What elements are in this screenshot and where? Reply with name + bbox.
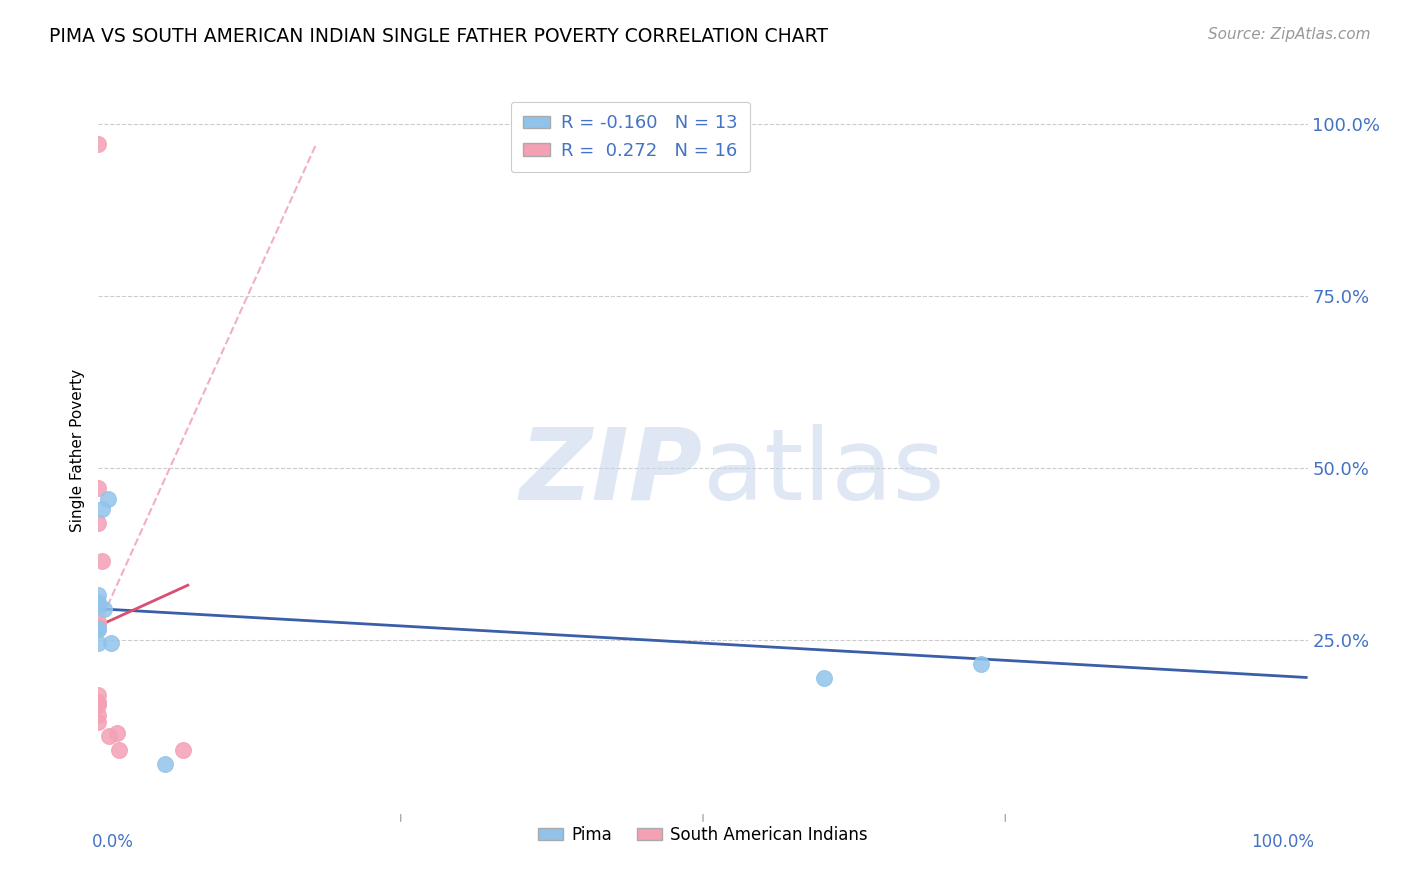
- Point: [172, 743, 194, 757]
- Text: PIMA VS SOUTH AMERICAN INDIAN SINGLE FATHER POVERTY CORRELATION CHART: PIMA VS SOUTH AMERICAN INDIAN SINGLE FAT…: [49, 27, 828, 45]
- Text: Source: ZipAtlas.com: Source: ZipAtlas.com: [1208, 27, 1371, 42]
- Point: [153, 756, 176, 771]
- Point: [87, 623, 110, 637]
- Point: [105, 725, 128, 739]
- Point: [87, 636, 110, 650]
- Text: atlas: atlas: [703, 424, 945, 521]
- Point: [87, 595, 110, 609]
- Y-axis label: Single Father Poverty: Single Father Poverty: [69, 369, 84, 532]
- Point: [91, 502, 114, 516]
- Point: [100, 636, 122, 650]
- Point: [87, 708, 110, 723]
- Point: [87, 698, 110, 712]
- Point: [87, 619, 110, 633]
- Point: [93, 601, 115, 615]
- Point: [87, 615, 110, 630]
- Point: [98, 729, 121, 743]
- Point: [87, 623, 110, 637]
- Point: [87, 588, 110, 602]
- Point: [108, 743, 131, 757]
- Point: [87, 599, 110, 613]
- Point: [87, 481, 110, 495]
- Point: [87, 695, 110, 709]
- Point: [813, 671, 835, 685]
- Text: ZIP: ZIP: [520, 424, 703, 521]
- Point: [87, 688, 110, 702]
- Point: [91, 553, 114, 567]
- Text: 100.0%: 100.0%: [1250, 833, 1313, 851]
- Point: [87, 623, 110, 637]
- Legend: Pima, South American Indians: Pima, South American Indians: [531, 819, 875, 850]
- Text: 0.0%: 0.0%: [93, 833, 134, 851]
- Point: [87, 137, 110, 152]
- Point: [97, 491, 120, 506]
- Point: [970, 657, 993, 671]
- Point: [87, 715, 110, 730]
- Point: [87, 516, 110, 530]
